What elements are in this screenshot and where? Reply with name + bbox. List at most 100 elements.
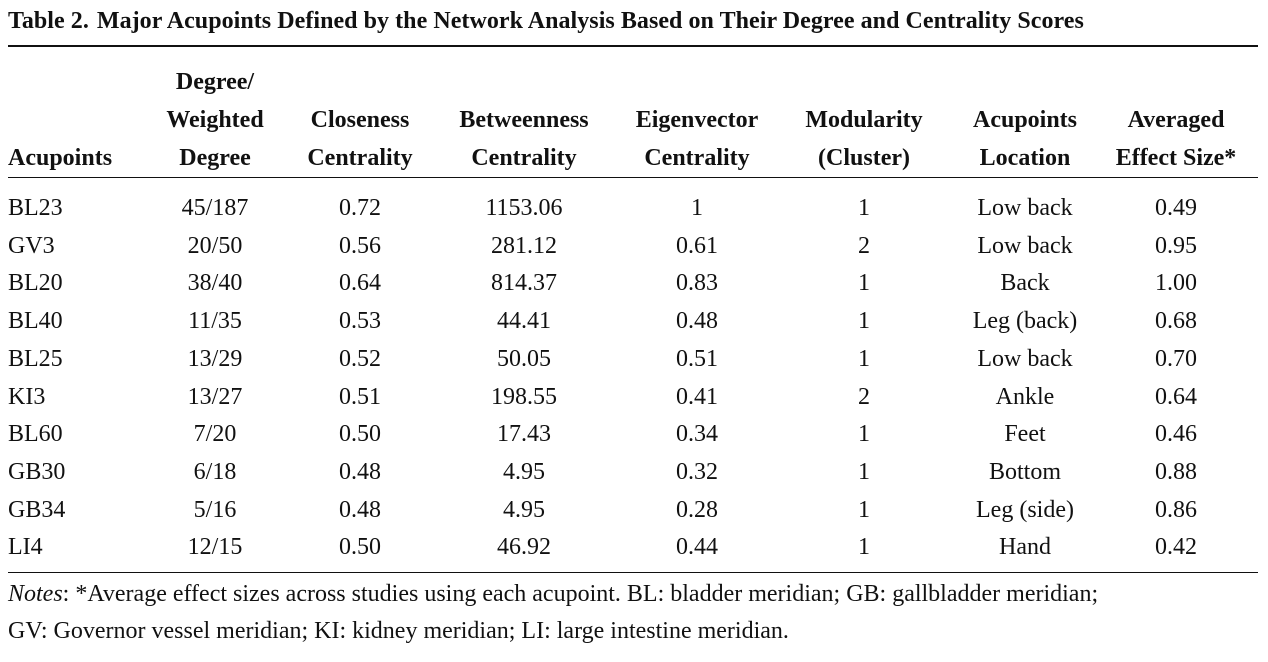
table-cell: 0.64 — [1155, 383, 1197, 410]
table-row: BL20 38/40 0.64 814.37 0.83 1 Back 1.00 — [8, 265, 1258, 303]
table-notes: Notes: *Average effect sizes across stud… — [8, 573, 1258, 650]
table-cell: 13/29 — [187, 345, 243, 372]
table-cell: Low back — [977, 232, 1073, 259]
table-cell: Hand — [999, 534, 1051, 561]
table-cell: Ankle — [995, 383, 1055, 410]
column-header-line: Location — [979, 145, 1071, 171]
table-cell: 0.72 — [339, 195, 381, 221]
table-cell: 1 — [858, 308, 870, 335]
table-cell: 814.37 — [491, 270, 557, 297]
notes-label: Notes — [8, 581, 63, 608]
table-cell: BL23 — [8, 195, 63, 221]
column-header-line: Degree/ — [175, 69, 255, 95]
table-cell: 38/40 — [187, 270, 243, 297]
table-cell: Back — [1000, 270, 1050, 297]
table-cell: 0.70 — [1155, 345, 1197, 372]
column-header-line: Betweenness — [459, 107, 589, 133]
table-figure: Table 2. Major Acupoints Defined by the N… — [8, 0, 1258, 650]
table-cell: 4.95 — [503, 496, 545, 523]
column-header-line: Degree — [179, 145, 251, 171]
notes-line-2: GV: Governor vessel meridian; KI: kidney… — [8, 618, 789, 645]
table-cell: GB34 — [8, 496, 66, 523]
table-cell: 281.12 — [491, 232, 557, 259]
table-cell: BL40 — [8, 308, 63, 335]
table-row: GB30 6/18 0.48 4.95 0.32 1 Bottom 0.88 — [8, 454, 1258, 492]
table-cell: 6/18 — [193, 458, 237, 485]
table-cell: 0.83 — [676, 270, 718, 297]
table-cell: 5/16 — [193, 496, 237, 523]
table-cell: 1153.06 — [485, 195, 563, 221]
table-cell: 50.05 — [497, 345, 551, 372]
table-cell: 0.48 — [339, 496, 381, 523]
table-body: BL23 45/187 0.72 1153.06 1 1 Low back 0.49 GV3 20… — [8, 190, 1258, 567]
header-rule — [8, 177, 1258, 190]
table-cell: 2 — [858, 383, 870, 410]
column-header: Betweenness Centrality — [426, 47, 622, 178]
column-header-line: Averaged — [1127, 107, 1225, 133]
table-cell: 0.86 — [1155, 496, 1197, 523]
table-cell: 2 — [858, 232, 870, 259]
table-cell: 1.00 — [1155, 270, 1197, 297]
column-header-line: (Cluster) — [818, 145, 910, 171]
table-cell: 0.48 — [339, 458, 381, 485]
table-cell: 17.43 — [497, 421, 551, 448]
table-cell: 0.50 — [339, 534, 381, 561]
table-cell: KI3 — [8, 383, 46, 410]
table-row: BL23 45/187 0.72 1153.06 1 1 Low back 0.49 — [8, 190, 1258, 228]
header-row: Acupoints Degree/Weighted Degree Closeness C… — [8, 47, 1258, 178]
table-cell: 0.53 — [339, 308, 381, 335]
table-cell: 198.55 — [491, 383, 557, 410]
notes-text-1: : *Average effect sizes across studies u… — [62, 581, 1099, 608]
notes-line-1: Notes: *Average effect sizes across stud… — [8, 576, 1258, 613]
table-cell: BL20 — [8, 270, 63, 297]
table-cell: Feet — [1004, 421, 1046, 448]
table-cell: 0.52 — [339, 345, 381, 372]
column-header: Averaged Effect Size* — [1094, 47, 1258, 178]
table-row: BL40 11/35 0.53 44.41 0.48 1 Leg (back) 0.68 — [8, 303, 1258, 341]
table-cell: Leg (back) — [972, 308, 1078, 335]
table-cell: 1 — [858, 458, 870, 485]
table-cell: 0.32 — [676, 458, 718, 485]
column-header-line: Centrality — [471, 145, 577, 171]
table-cell: 0.95 — [1155, 232, 1197, 259]
table-cell: 0.48 — [676, 308, 718, 335]
table-row: BL25 13/29 0.52 50.05 0.51 1 Low back 0.70 — [8, 341, 1258, 379]
table-row: BL60 7/20 0.50 17.43 0.34 1 Feet 0.46 — [8, 416, 1258, 454]
table-cell: 0.56 — [339, 232, 381, 259]
column-header-line: Weighted — [166, 107, 264, 133]
column-header-line: Eigenvector — [635, 107, 759, 133]
table-cell: GB30 — [8, 458, 66, 485]
table-cell: 13/27 — [187, 383, 243, 410]
table-cell: 0.34 — [676, 421, 718, 448]
column-header: Closeness Centrality — [294, 47, 426, 178]
table-cell: 45/187 — [181, 195, 249, 221]
column-header: Modularity (Cluster) — [772, 47, 956, 178]
table-cell: 1 — [858, 345, 870, 372]
table-cell: 0.61 — [676, 232, 718, 259]
table-cell: 0.51 — [676, 345, 718, 372]
table-header: Acupoints Degree/Weighted Degree Closeness C… — [8, 47, 1258, 178]
table-cell: 0.44 — [676, 534, 718, 561]
column-header: Acupoints — [8, 47, 136, 178]
table-cell: 0.64 — [339, 270, 381, 297]
table-row: GB34 5/16 0.48 4.95 0.28 1 Leg (side) 0.86 — [8, 492, 1258, 530]
column-header: Acupoints Location — [956, 47, 1094, 178]
table-cell: 7/20 — [193, 421, 237, 448]
table-cell: Low back — [977, 345, 1073, 372]
table-cell: 11/35 — [188, 308, 242, 335]
table-cell: 0.68 — [1155, 308, 1197, 335]
table-title: Major Acupoints Defined by the Network A… — [96, 8, 1084, 34]
column-header-line: Modularity — [805, 107, 923, 133]
table-cell: 0.46 — [1155, 421, 1197, 448]
table-cell: 0.50 — [339, 421, 381, 448]
table-cell: 1 — [858, 534, 870, 561]
table-cell: 0.51 — [339, 383, 381, 410]
table-cell: 0.28 — [676, 496, 718, 523]
table-row: KI3 13/27 0.51 198.55 0.41 2 Ankle 0.64 — [8, 379, 1258, 417]
table-cell: Bottom — [988, 458, 1061, 485]
table-cell: 0.41 — [676, 383, 718, 410]
table-cell: 1 — [858, 421, 870, 448]
table-cell: 0.88 — [1155, 458, 1197, 485]
bottom-rule — [8, 572, 1258, 574]
table-cell: 1 — [858, 496, 870, 523]
